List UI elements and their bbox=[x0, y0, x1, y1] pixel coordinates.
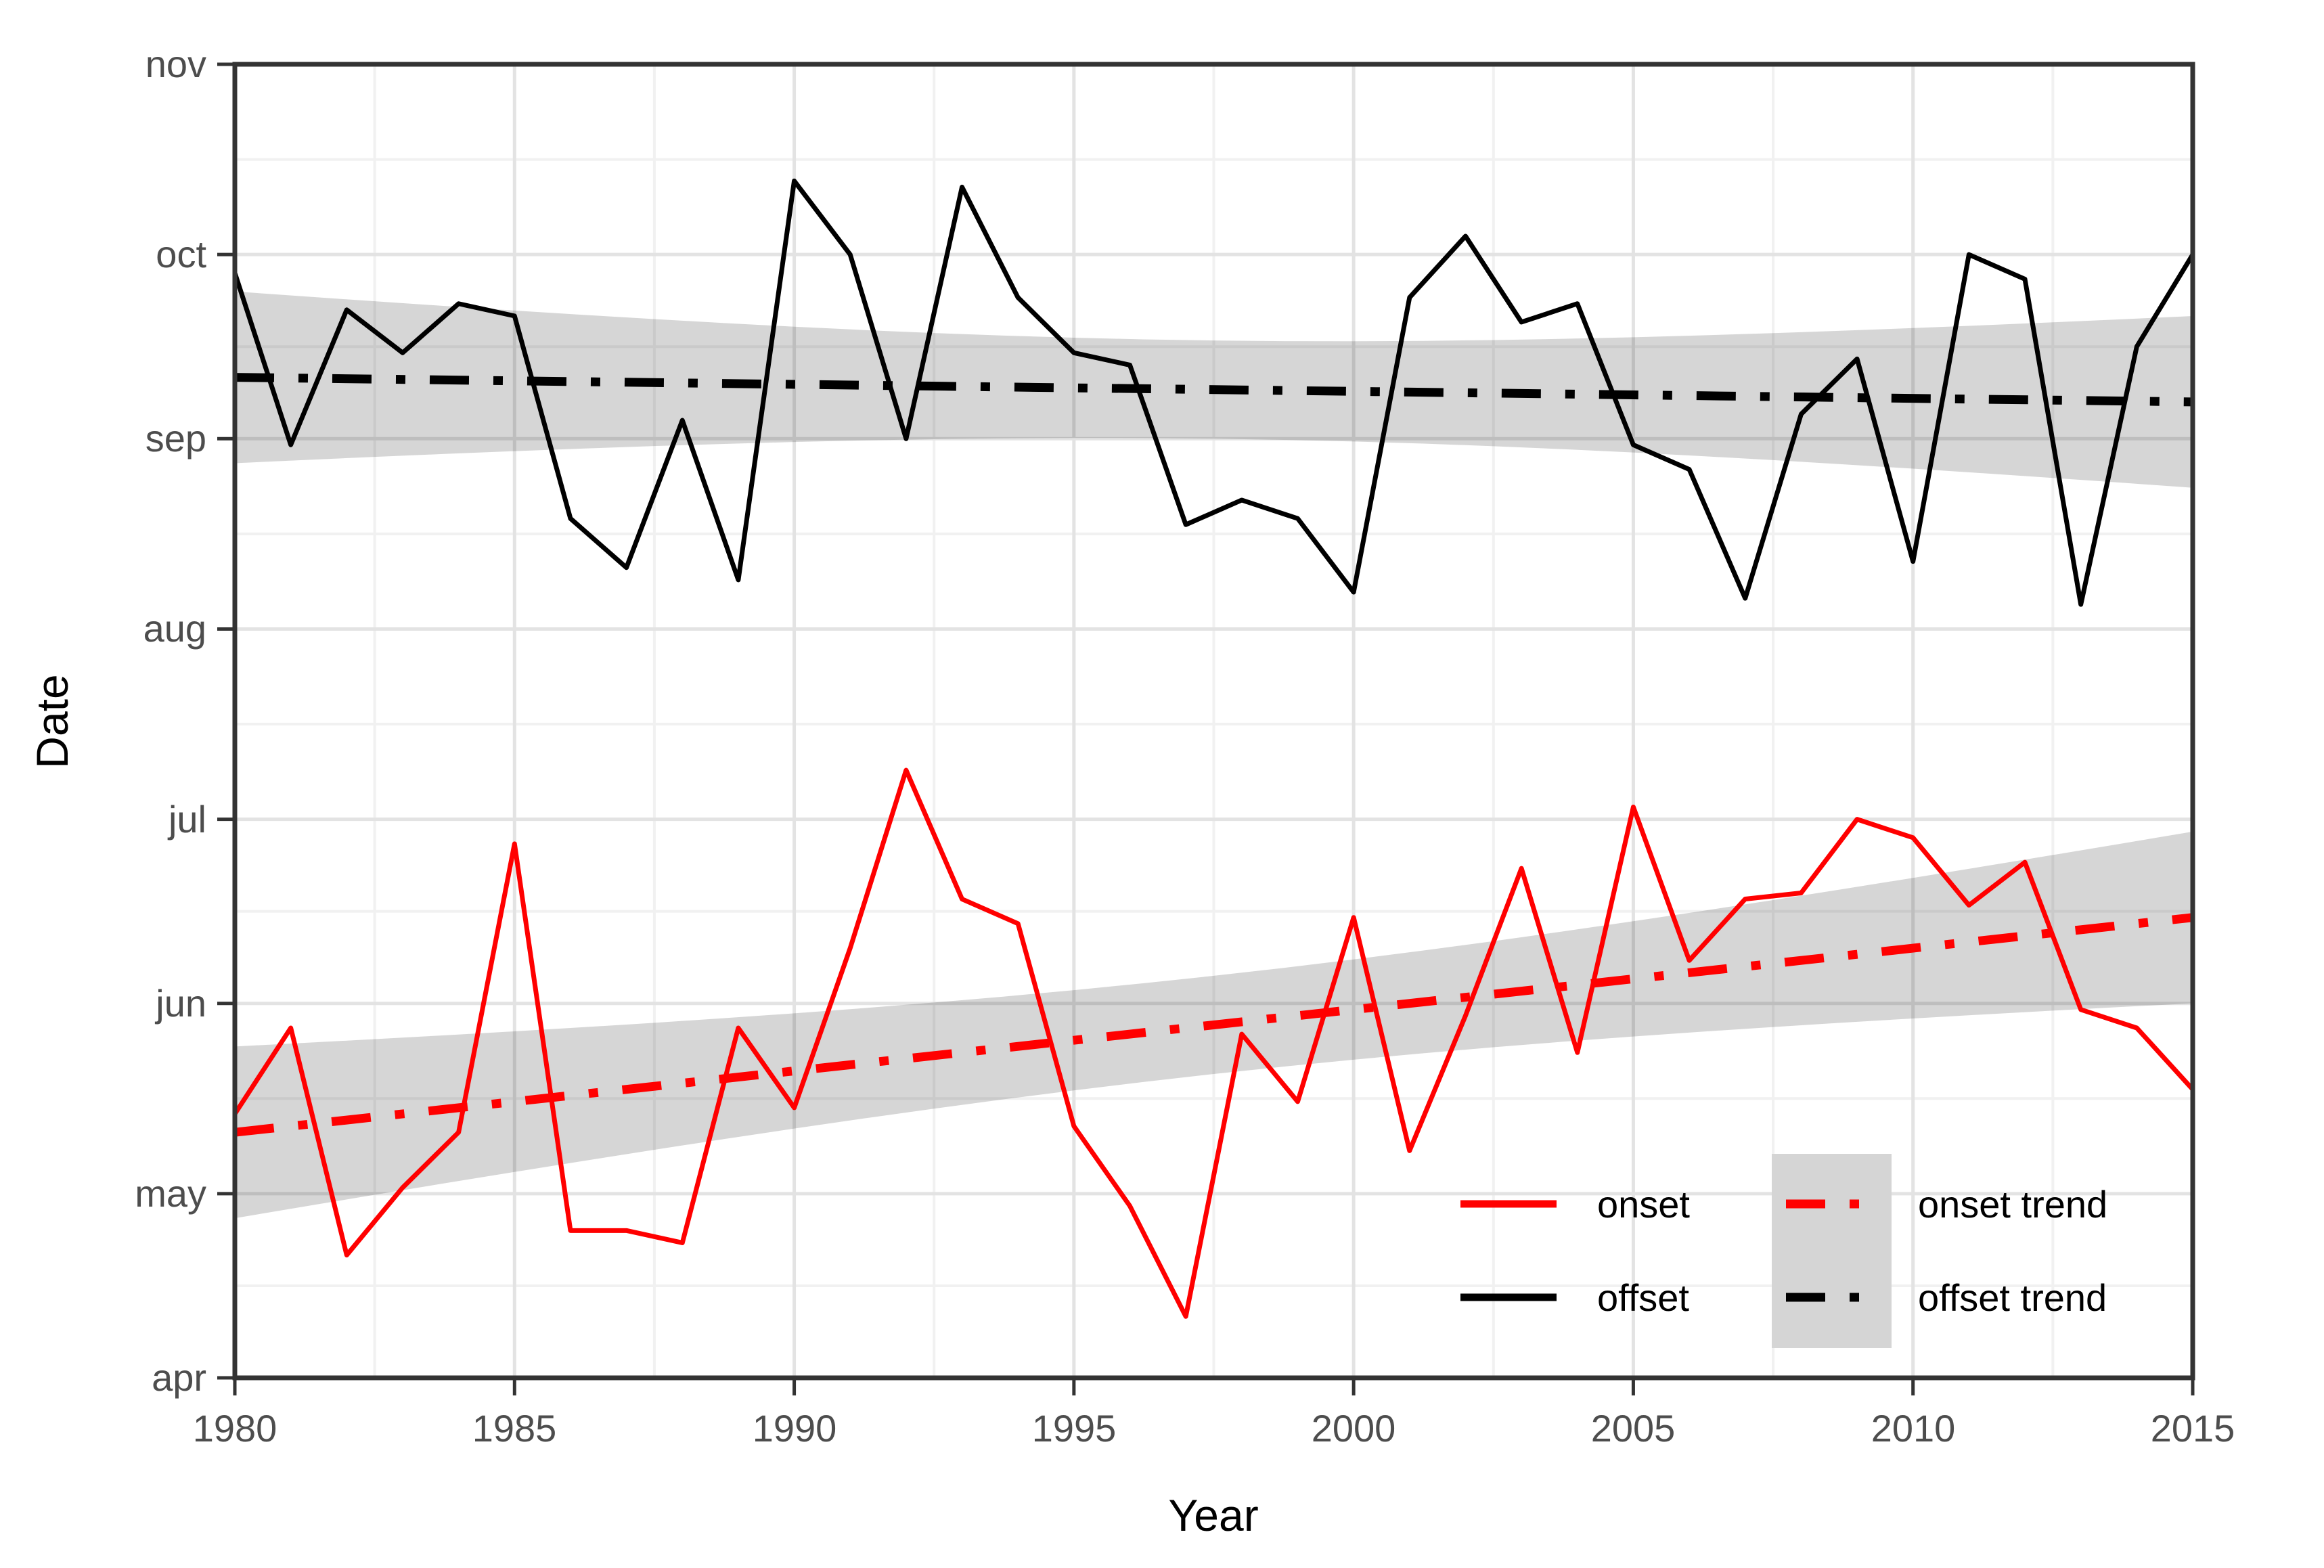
y-tick-aug: aug bbox=[143, 607, 206, 650]
x-tick-1980: 1980 bbox=[193, 1407, 277, 1450]
y-tick-apr: apr bbox=[152, 1356, 206, 1399]
data-lines bbox=[232, 178, 2195, 1319]
x-tick-1995: 1995 bbox=[1032, 1407, 1117, 1450]
legend: onset onset trend offset offset trend bbox=[1460, 1154, 2107, 1348]
legend-offset-label: offset bbox=[1597, 1276, 1689, 1319]
y-tick-oct: oct bbox=[156, 233, 206, 275]
y-axis-title: Date bbox=[27, 674, 77, 768]
x-tick-1990: 1990 bbox=[753, 1407, 837, 1450]
y-tick-sep: sep bbox=[146, 417, 206, 460]
x-tick-2005: 2005 bbox=[1591, 1407, 1676, 1450]
legend-onset-trend-label: onset trend bbox=[1918, 1183, 2107, 1226]
y-tick-jun: jun bbox=[154, 982, 206, 1025]
offset-line bbox=[232, 178, 2195, 607]
x-tick-2015: 2015 bbox=[2151, 1407, 2235, 1450]
y-tick-jul: jul bbox=[167, 798, 206, 841]
axis-ticks bbox=[217, 62, 2195, 1395]
x-axis-title: Year bbox=[1168, 1490, 1258, 1540]
onset-trend-line bbox=[234, 913, 2193, 1137]
x-axis-labels: 1980 1985 1990 1995 2000 2005 2010 2015 bbox=[193, 1407, 2235, 1450]
onset-line bbox=[233, 767, 2195, 1319]
y-tick-nov: nov bbox=[146, 43, 206, 85]
y-tick-may: may bbox=[135, 1172, 206, 1215]
legend-onset-label: onset bbox=[1597, 1183, 1690, 1226]
legend-trend-key-background bbox=[1772, 1154, 1892, 1348]
legend-offset-trend-label: offset trend bbox=[1918, 1276, 2107, 1319]
x-tick-2000: 2000 bbox=[1312, 1407, 1396, 1450]
panel-border bbox=[232, 62, 2195, 1381]
x-tick-2010: 2010 bbox=[1871, 1407, 1956, 1450]
y-axis-labels: apr may jun jul aug sep oct nov bbox=[135, 43, 206, 1399]
x-tick-1985: 1985 bbox=[472, 1407, 557, 1450]
